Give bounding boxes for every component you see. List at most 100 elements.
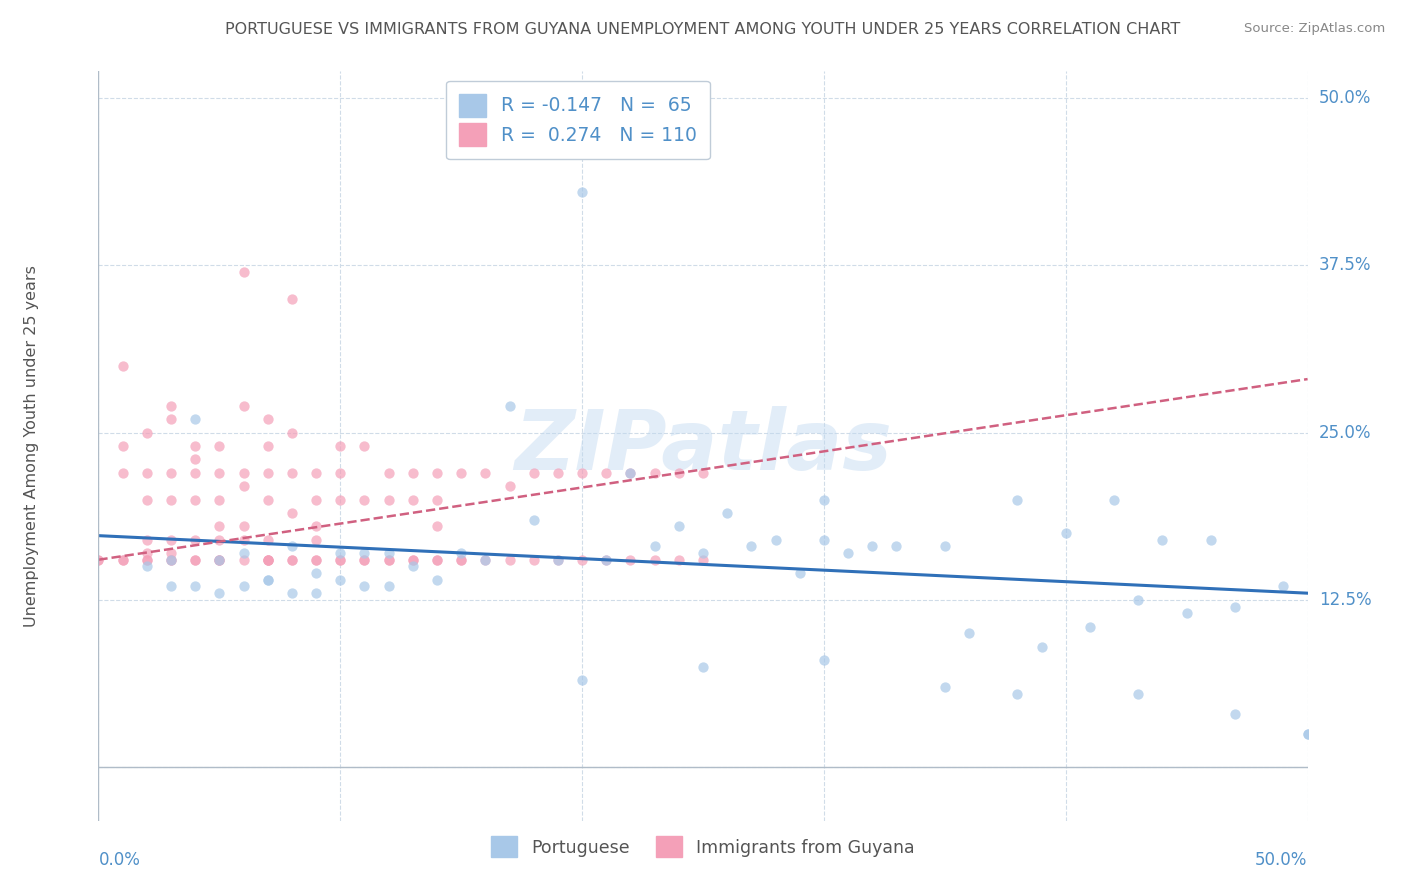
Point: [329, 439, 352, 453]
Point: [668, 519, 690, 533]
Point: [619, 466, 641, 480]
Point: [111, 359, 134, 373]
Point: [160, 553, 183, 567]
Point: [668, 466, 690, 480]
Text: 12.5%: 12.5%: [1319, 591, 1371, 609]
Point: [547, 553, 569, 567]
Point: [402, 553, 425, 567]
Point: [281, 553, 304, 567]
Point: [644, 466, 666, 480]
Point: [716, 506, 738, 520]
Point: [160, 580, 183, 594]
Point: [135, 546, 157, 560]
Point: [208, 553, 231, 567]
Point: [281, 466, 304, 480]
Point: [498, 553, 520, 567]
Text: ZIPatlas: ZIPatlas: [515, 406, 891, 486]
Point: [1152, 533, 1174, 547]
Point: [1031, 640, 1053, 654]
Point: [208, 519, 231, 533]
Point: [353, 439, 375, 453]
Point: [1199, 533, 1222, 547]
Point: [571, 553, 593, 567]
Point: [305, 533, 328, 547]
Point: [402, 559, 425, 574]
Point: [208, 492, 231, 507]
Point: [184, 439, 207, 453]
Text: 50.0%: 50.0%: [1256, 851, 1308, 869]
Point: [426, 492, 449, 507]
Point: [644, 539, 666, 553]
Point: [208, 586, 231, 600]
Point: [377, 546, 399, 560]
Point: [692, 546, 714, 560]
Point: [208, 553, 231, 567]
Point: [184, 492, 207, 507]
Point: [135, 492, 157, 507]
Point: [692, 553, 714, 567]
Point: [184, 412, 207, 426]
Point: [402, 466, 425, 480]
Point: [571, 185, 593, 199]
Point: [135, 466, 157, 480]
Point: [208, 533, 231, 547]
Point: [377, 553, 399, 567]
Point: [111, 439, 134, 453]
Point: [232, 533, 254, 547]
Point: [813, 533, 835, 547]
Point: [184, 452, 207, 467]
Point: [498, 479, 520, 493]
Point: [87, 553, 110, 567]
Point: [160, 533, 183, 547]
Point: [232, 466, 254, 480]
Point: [474, 553, 496, 567]
Point: [886, 539, 908, 553]
Point: [402, 553, 425, 567]
Point: [256, 466, 278, 480]
Point: [135, 553, 157, 567]
Point: [450, 553, 472, 567]
Point: [353, 553, 375, 567]
Point: [184, 533, 207, 547]
Point: [353, 492, 375, 507]
Point: [256, 439, 278, 453]
Point: [426, 573, 449, 587]
Point: [595, 553, 617, 567]
Point: [1102, 492, 1125, 507]
Point: [377, 466, 399, 480]
Point: [232, 519, 254, 533]
Point: [232, 479, 254, 493]
Point: [837, 546, 859, 560]
Point: [789, 566, 811, 581]
Text: Unemployment Among Youth under 25 years: Unemployment Among Youth under 25 years: [24, 265, 39, 627]
Point: [208, 466, 231, 480]
Point: [1128, 687, 1150, 701]
Point: [934, 680, 956, 694]
Point: [232, 546, 254, 560]
Point: [256, 553, 278, 567]
Point: [160, 553, 183, 567]
Point: [353, 580, 375, 594]
Text: Source: ZipAtlas.com: Source: ZipAtlas.com: [1244, 22, 1385, 36]
Point: [256, 553, 278, 567]
Point: [668, 553, 690, 567]
Point: [595, 553, 617, 567]
Point: [111, 553, 134, 567]
Point: [860, 539, 883, 553]
Point: [571, 673, 593, 688]
Point: [256, 412, 278, 426]
Point: [232, 399, 254, 413]
Point: [377, 580, 399, 594]
Point: [111, 466, 134, 480]
Point: [571, 466, 593, 480]
Point: [160, 546, 183, 560]
Point: [135, 533, 157, 547]
Text: 50.0%: 50.0%: [1319, 89, 1371, 107]
Point: [329, 466, 352, 480]
Point: [160, 399, 183, 413]
Point: [1007, 687, 1029, 701]
Point: [1223, 599, 1246, 614]
Point: [184, 553, 207, 567]
Point: [523, 466, 546, 480]
Point: [474, 553, 496, 567]
